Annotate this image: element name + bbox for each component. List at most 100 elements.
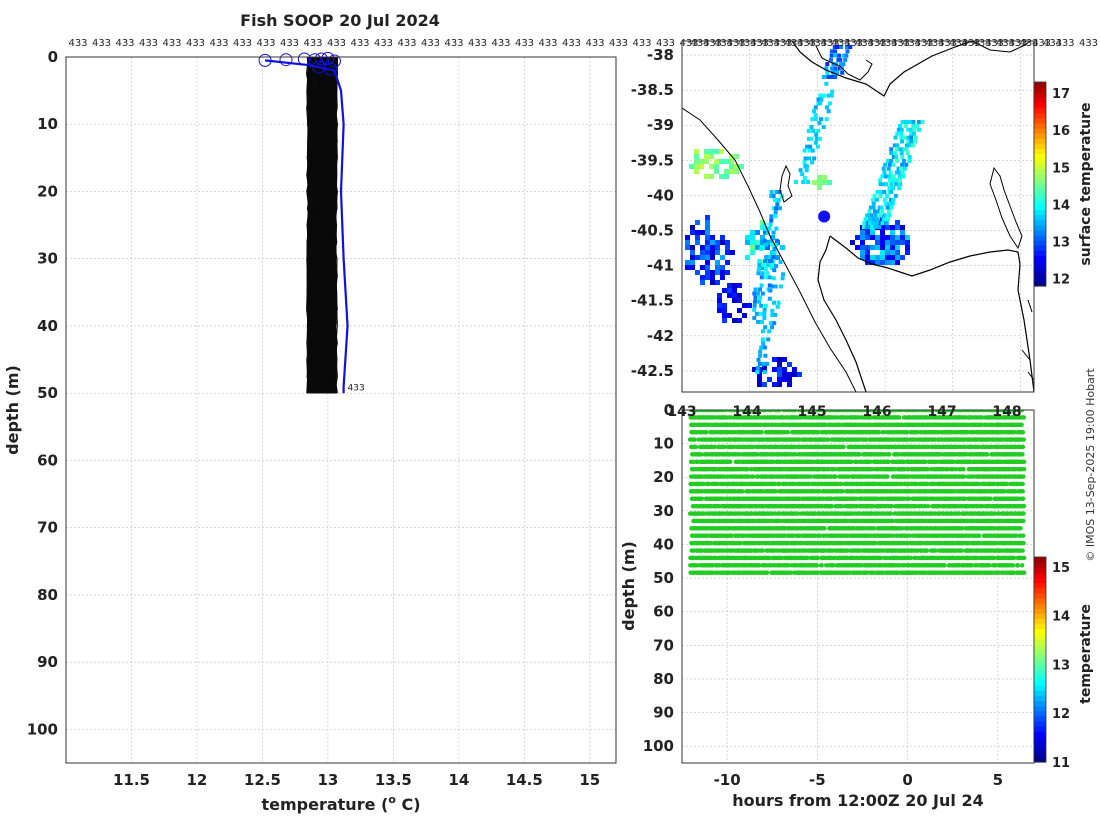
sst-pixel xyxy=(760,265,765,270)
profile-line xyxy=(315,56,320,394)
sst-pixel xyxy=(900,225,905,230)
sst-pixel xyxy=(865,220,870,225)
sst-pixel xyxy=(719,149,724,154)
sst-pixel xyxy=(685,245,690,250)
map-colorbar-segment xyxy=(1034,133,1046,139)
sst-pixel xyxy=(880,260,885,265)
sst-pixel xyxy=(882,213,887,218)
profile-ytick-label: 30 xyxy=(37,250,58,268)
sst-pixel xyxy=(782,372,787,377)
sst-pixel xyxy=(821,125,826,129)
profile-top-label: 433 xyxy=(397,38,416,49)
sst-pixel xyxy=(720,265,725,270)
profile-start-marker xyxy=(258,53,272,67)
sst-pixel xyxy=(880,245,885,250)
sst-pixel xyxy=(685,260,690,265)
coast-port-phillip xyxy=(815,45,873,81)
sst-pixel xyxy=(898,147,903,152)
map-top-label: 433 xyxy=(784,38,803,49)
sst-pixel xyxy=(757,372,762,377)
sst-pixel xyxy=(760,320,765,324)
sst-pixel xyxy=(883,201,888,206)
sst-pixel xyxy=(801,180,806,184)
profile-xtick-label: 14.5 xyxy=(506,771,543,789)
map-axes-frame xyxy=(681,40,1035,393)
sst-pixel xyxy=(905,240,910,245)
sst-pixel xyxy=(825,62,830,67)
sst-pixel xyxy=(870,230,875,235)
sst-pixel xyxy=(877,205,882,210)
sst-pixel xyxy=(767,377,772,382)
map-ytick-label: -38.5 xyxy=(631,81,674,99)
sst-pixel xyxy=(774,264,779,269)
sst-pixel xyxy=(878,178,883,183)
section-point xyxy=(702,511,707,516)
sst-pixel xyxy=(845,45,850,49)
sst-pixel xyxy=(865,250,870,255)
sst-pixel xyxy=(887,174,892,179)
sst-pixel xyxy=(885,193,890,198)
sst-pixel xyxy=(765,271,770,276)
sst-pixel xyxy=(715,240,720,245)
sst-pixel xyxy=(889,205,894,210)
section-point xyxy=(760,548,766,553)
sst-pixel xyxy=(906,127,911,132)
sst-pixel xyxy=(830,75,835,79)
sst-pixel xyxy=(777,372,782,377)
sst-pixel xyxy=(757,361,762,366)
sst-pixel xyxy=(690,265,695,270)
sst-pixel xyxy=(700,255,705,260)
sst-pixel xyxy=(890,255,895,260)
sst-pixel xyxy=(768,321,773,326)
sst-pixel xyxy=(773,312,778,317)
sst-pixel xyxy=(704,174,709,179)
sst-pixel xyxy=(690,260,695,265)
coast-victoria xyxy=(791,41,973,97)
sst-pixel xyxy=(710,245,715,250)
section-point xyxy=(764,570,770,575)
sst-pixel xyxy=(762,345,767,350)
section-point xyxy=(841,444,846,450)
sst-pixel xyxy=(895,260,900,265)
section-point xyxy=(709,437,715,442)
sst-pixel xyxy=(720,240,725,245)
section-point xyxy=(721,444,727,450)
sst-pixel xyxy=(824,81,829,86)
sst-pixel xyxy=(871,217,876,222)
sst-pixel xyxy=(893,135,898,140)
sst-pixel xyxy=(806,180,811,184)
sst-pixel xyxy=(710,270,715,275)
sst-pixel xyxy=(705,255,710,260)
sst-pixel xyxy=(920,120,925,124)
profile-start-marker xyxy=(324,62,338,76)
coast-king-island xyxy=(779,164,793,203)
profile-top-label: 433 xyxy=(303,38,322,49)
profile-xtick-label: 13.5 xyxy=(375,771,412,789)
sst-pixel xyxy=(899,131,904,136)
sst-pixel xyxy=(694,159,699,164)
sst-pixel xyxy=(879,205,884,210)
map-colorbar-tick-label: 12 xyxy=(1052,273,1070,288)
sst-pixel xyxy=(752,307,757,312)
sst-pixel xyxy=(762,311,767,316)
section-point xyxy=(750,444,755,450)
section-point xyxy=(694,459,700,464)
sst-pixel xyxy=(685,235,690,240)
section-point xyxy=(693,444,699,450)
profile-top-label: 433 xyxy=(209,38,228,49)
sst-pixel xyxy=(826,75,831,79)
sst-pixel xyxy=(759,345,764,350)
profile-top-label: 433 xyxy=(914,38,933,49)
map-colorbar-segment xyxy=(1034,168,1046,175)
sst-pixel xyxy=(732,293,737,298)
profile-top-label: 433 xyxy=(162,38,181,49)
profile-xlabel-sup: o xyxy=(388,793,396,806)
sst-pixel xyxy=(770,312,775,317)
sst-pixel xyxy=(700,280,705,285)
sst-pixel xyxy=(782,367,787,372)
sst-pixel xyxy=(892,155,897,159)
sst-pixel xyxy=(826,109,831,114)
sst-pixel xyxy=(807,148,812,153)
map-top-label: 433 xyxy=(831,38,850,49)
